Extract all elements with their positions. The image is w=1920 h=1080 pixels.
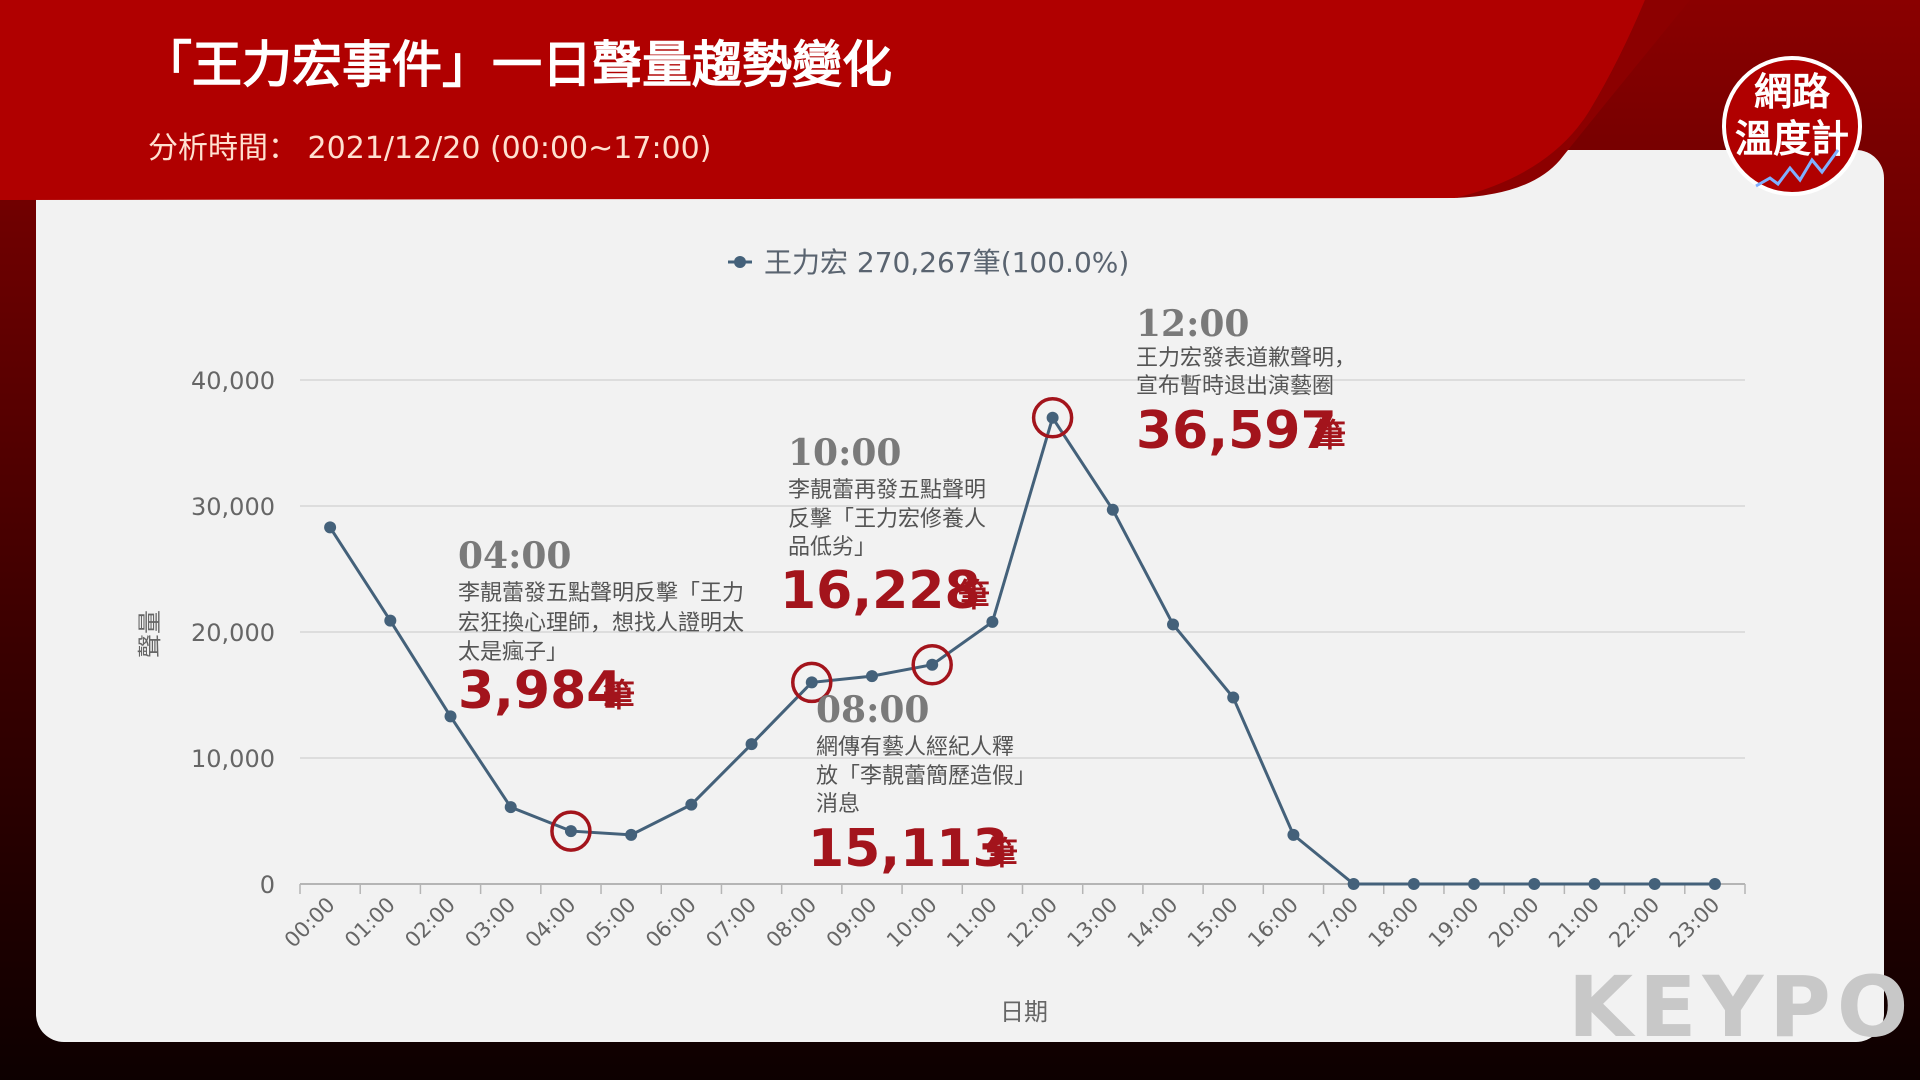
annotation-desc: 消息 bbox=[816, 792, 860, 817]
brand-logo: KEYPO bbox=[1568, 958, 1914, 1056]
data-point bbox=[1648, 878, 1661, 890]
header-banner bbox=[0, 0, 1645, 200]
data-point bbox=[1106, 503, 1119, 516]
annotation-time: 12:00 bbox=[1136, 303, 1249, 345]
data-point bbox=[1468, 878, 1481, 890]
highlight-circle bbox=[791, 661, 833, 704]
annotation-time: 08:00 bbox=[816, 689, 929, 731]
data-point bbox=[1167, 618, 1180, 631]
analysis-time: 分析時間： 2021/12/20 (00:00~17:00) bbox=[148, 131, 711, 166]
annotation-1000: 10:00 李靚蕾再發五點聲明 反擊「王力宏修養人 品低劣」 16,228 筆 bbox=[780, 432, 990, 621]
annotation-desc: 放「李靚蕾簡歷造假」 bbox=[816, 764, 1036, 789]
annotation-1200: 12:00 王力宏發表道歉聲明， 宣布暫時退出演藝圈 36,597 筆 bbox=[1136, 303, 1356, 461]
data-point bbox=[1347, 878, 1360, 890]
series-line bbox=[328, 414, 1715, 886]
annotation-value: 16,228 bbox=[780, 561, 981, 621]
grid-lines bbox=[300, 379, 1745, 759]
annotation-value: 15,113 bbox=[808, 819, 1009, 879]
annotation-desc: 網傳有藝人經紀人釋 bbox=[816, 735, 1014, 760]
annotation-value: 3,984 bbox=[458, 661, 622, 721]
y-tick-label: 10,000 bbox=[191, 745, 275, 773]
data-point bbox=[1227, 691, 1240, 704]
data-point bbox=[625, 828, 638, 841]
legend: 王力宏 270,267筆(100.0%) bbox=[728, 246, 1129, 279]
badge-line2: 溫度計 bbox=[1735, 117, 1849, 161]
annotation-unit: 筆 bbox=[603, 676, 635, 714]
data-point bbox=[324, 521, 337, 534]
x-axis-title: 日期 bbox=[1000, 998, 1048, 1026]
highlight-circle bbox=[1031, 397, 1074, 439]
data-point bbox=[444, 710, 457, 723]
data-point bbox=[384, 614, 397, 627]
annotation-desc: 李靚蕾再發五點聲明 bbox=[788, 478, 986, 503]
data-point bbox=[1708, 878, 1721, 890]
annotation-desc: 太是瘋子」 bbox=[458, 640, 568, 665]
y-axis-ticks: 0 10,000 20,000 30,000 40,000 bbox=[191, 367, 275, 899]
data-point bbox=[745, 738, 758, 751]
annotation-0400: 04:00 李靚蕾發五點聲明反擊「王力 宏狂換心理師，想找人證明太 太是瘋子」 … bbox=[458, 535, 744, 721]
highlight-circles bbox=[550, 397, 1074, 852]
data-point bbox=[1407, 878, 1420, 890]
badge-line1: 網路 bbox=[1754, 70, 1831, 114]
annotation-desc: 宏狂換心理師，想找人證明太 bbox=[458, 611, 744, 636]
pulse-icon bbox=[1755, 149, 1840, 188]
data-point bbox=[805, 676, 818, 689]
data-point bbox=[685, 798, 698, 811]
chart-card bbox=[36, 150, 1884, 1042]
annotation-desc: 李靚蕾發五點聲明反擊「王力 bbox=[458, 581, 744, 606]
annotation-unit: 筆 bbox=[986, 834, 1018, 872]
legend-label: 王力宏 270,267筆(100.0%) bbox=[764, 246, 1129, 279]
data-point bbox=[1528, 878, 1541, 890]
annotation-desc: 品低劣」 bbox=[788, 535, 876, 560]
annotation-value: 36,597 bbox=[1136, 401, 1337, 461]
legend-marker bbox=[734, 256, 746, 268]
annotation-desc: 王力宏發表道歉聲明， bbox=[1136, 346, 1356, 371]
y-tick-label: 40,000 bbox=[191, 367, 275, 395]
data-point bbox=[926, 658, 939, 671]
annotation-desc: 宣布暫時退出演藝圈 bbox=[1136, 374, 1334, 399]
annotation-desc: 反擊「王力宏修養人 bbox=[788, 507, 986, 532]
annotation-time: 04:00 bbox=[458, 535, 571, 577]
data-point bbox=[1287, 828, 1300, 841]
data-point bbox=[1046, 411, 1059, 424]
annotation-unit: 筆 bbox=[1314, 416, 1346, 454]
temperature-badge: 網路 溫度計 bbox=[1722, 56, 1862, 196]
data-point bbox=[564, 825, 577, 838]
data-points bbox=[324, 411, 1721, 890]
y-tick-label: 0 bbox=[260, 871, 275, 899]
data-point bbox=[986, 615, 999, 628]
y-tick-label: 20,000 bbox=[191, 619, 275, 647]
highlight-circle bbox=[550, 810, 592, 852]
header-sweep bbox=[1455, 0, 1690, 198]
highlight-circle bbox=[911, 644, 953, 686]
page-title: 「王力宏事件」一日聲量趨勢變化 bbox=[142, 36, 892, 94]
annotation-time: 10:00 bbox=[788, 432, 901, 474]
data-point bbox=[865, 670, 878, 683]
data-point bbox=[504, 801, 517, 814]
y-axis-title: 聲量 bbox=[136, 610, 164, 658]
annotation-unit: 筆 bbox=[958, 576, 990, 614]
y-tick-label: 30,000 bbox=[191, 493, 275, 521]
data-point bbox=[1588, 878, 1601, 890]
annotation-0800: 08:00 網傳有藝人經紀人釋 放「李靚蕾簡歷造假」 消息 15,113 筆 bbox=[808, 689, 1036, 879]
